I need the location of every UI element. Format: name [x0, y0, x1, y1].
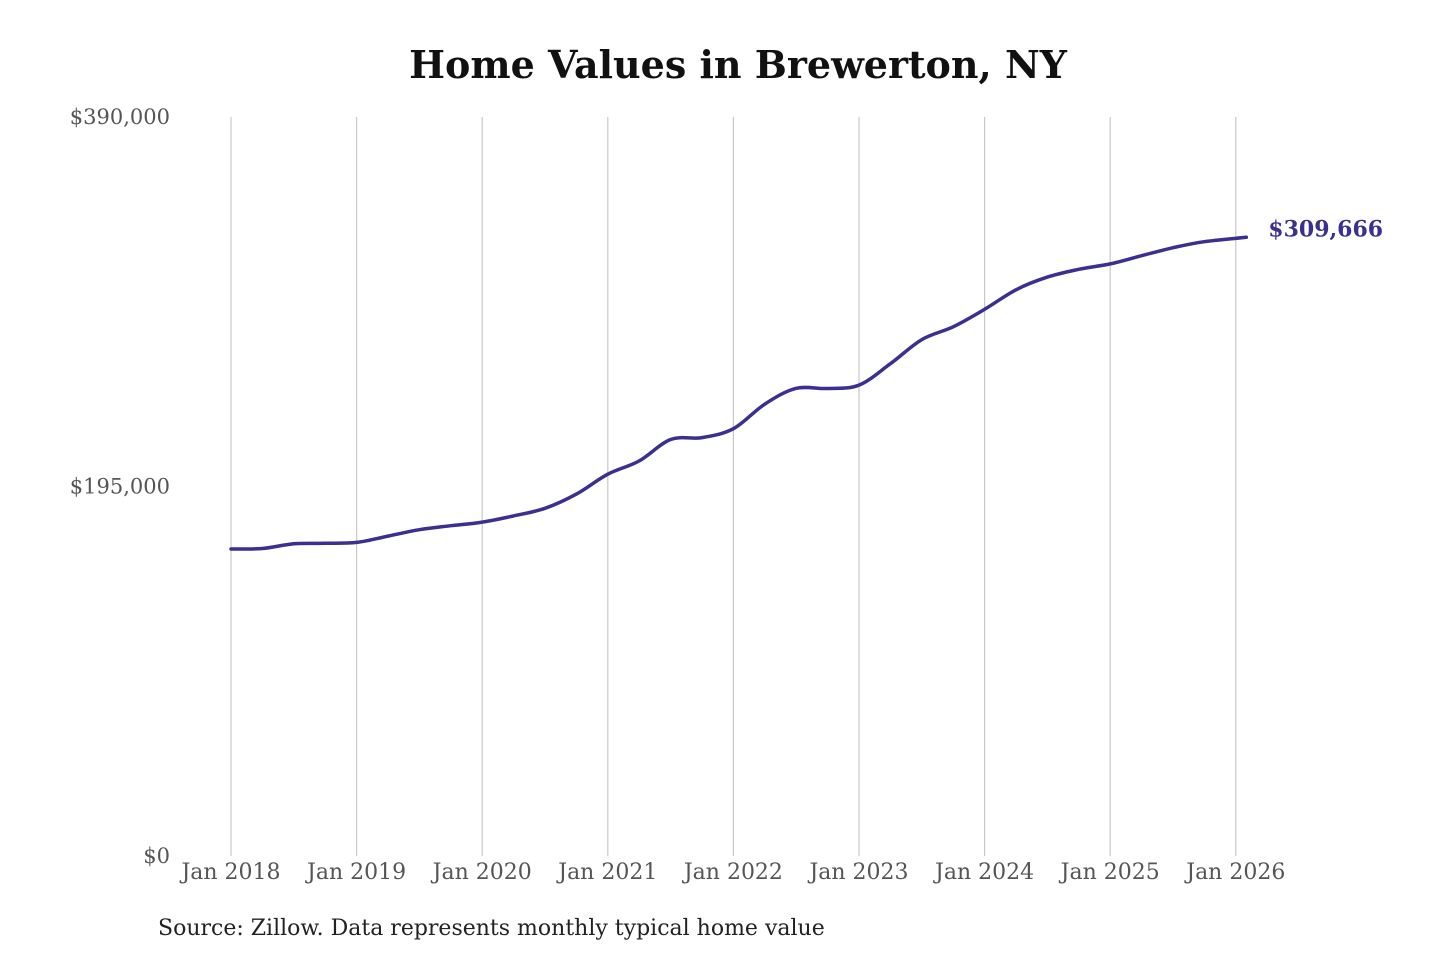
series-line	[229, 235, 1249, 551]
y-tick-label: $195,000	[70, 475, 170, 499]
x-tick-label: Jan 2020	[431, 860, 532, 885]
x-axis-ticks: Jan 2018 Jan 2019 Jan 2020 Jan 2021 Jan 2022…	[179, 860, 1285, 885]
x-tick-label: Jan 2026	[1184, 860, 1285, 885]
x-tick-label: Jan 2019	[305, 860, 406, 885]
series-layer	[229, 235, 1249, 551]
end-value-label: $309,666	[1268, 216, 1383, 242]
x-tick-label: Jan 2024	[933, 860, 1034, 885]
y-axis-ticks: $0 $195,000 $390,000	[70, 105, 170, 868]
chart-title: Home Values in Brewerton, NY	[409, 42, 1067, 87]
x-tick-label: Jan 2025	[1059, 860, 1160, 885]
x-tick-label: Jan 2022	[682, 860, 783, 885]
x-tick-label: Jan 2021	[556, 860, 657, 885]
y-tick-label: $390,000	[70, 105, 170, 129]
x-tick-label: Jan 2023	[807, 860, 908, 885]
y-tick-label: $0	[143, 844, 170, 868]
grid-lines	[230, 117, 1237, 856]
x-tick-label: Jan 2018	[179, 860, 280, 885]
source-note: Source: Zillow. Data represents monthly …	[158, 916, 825, 941]
